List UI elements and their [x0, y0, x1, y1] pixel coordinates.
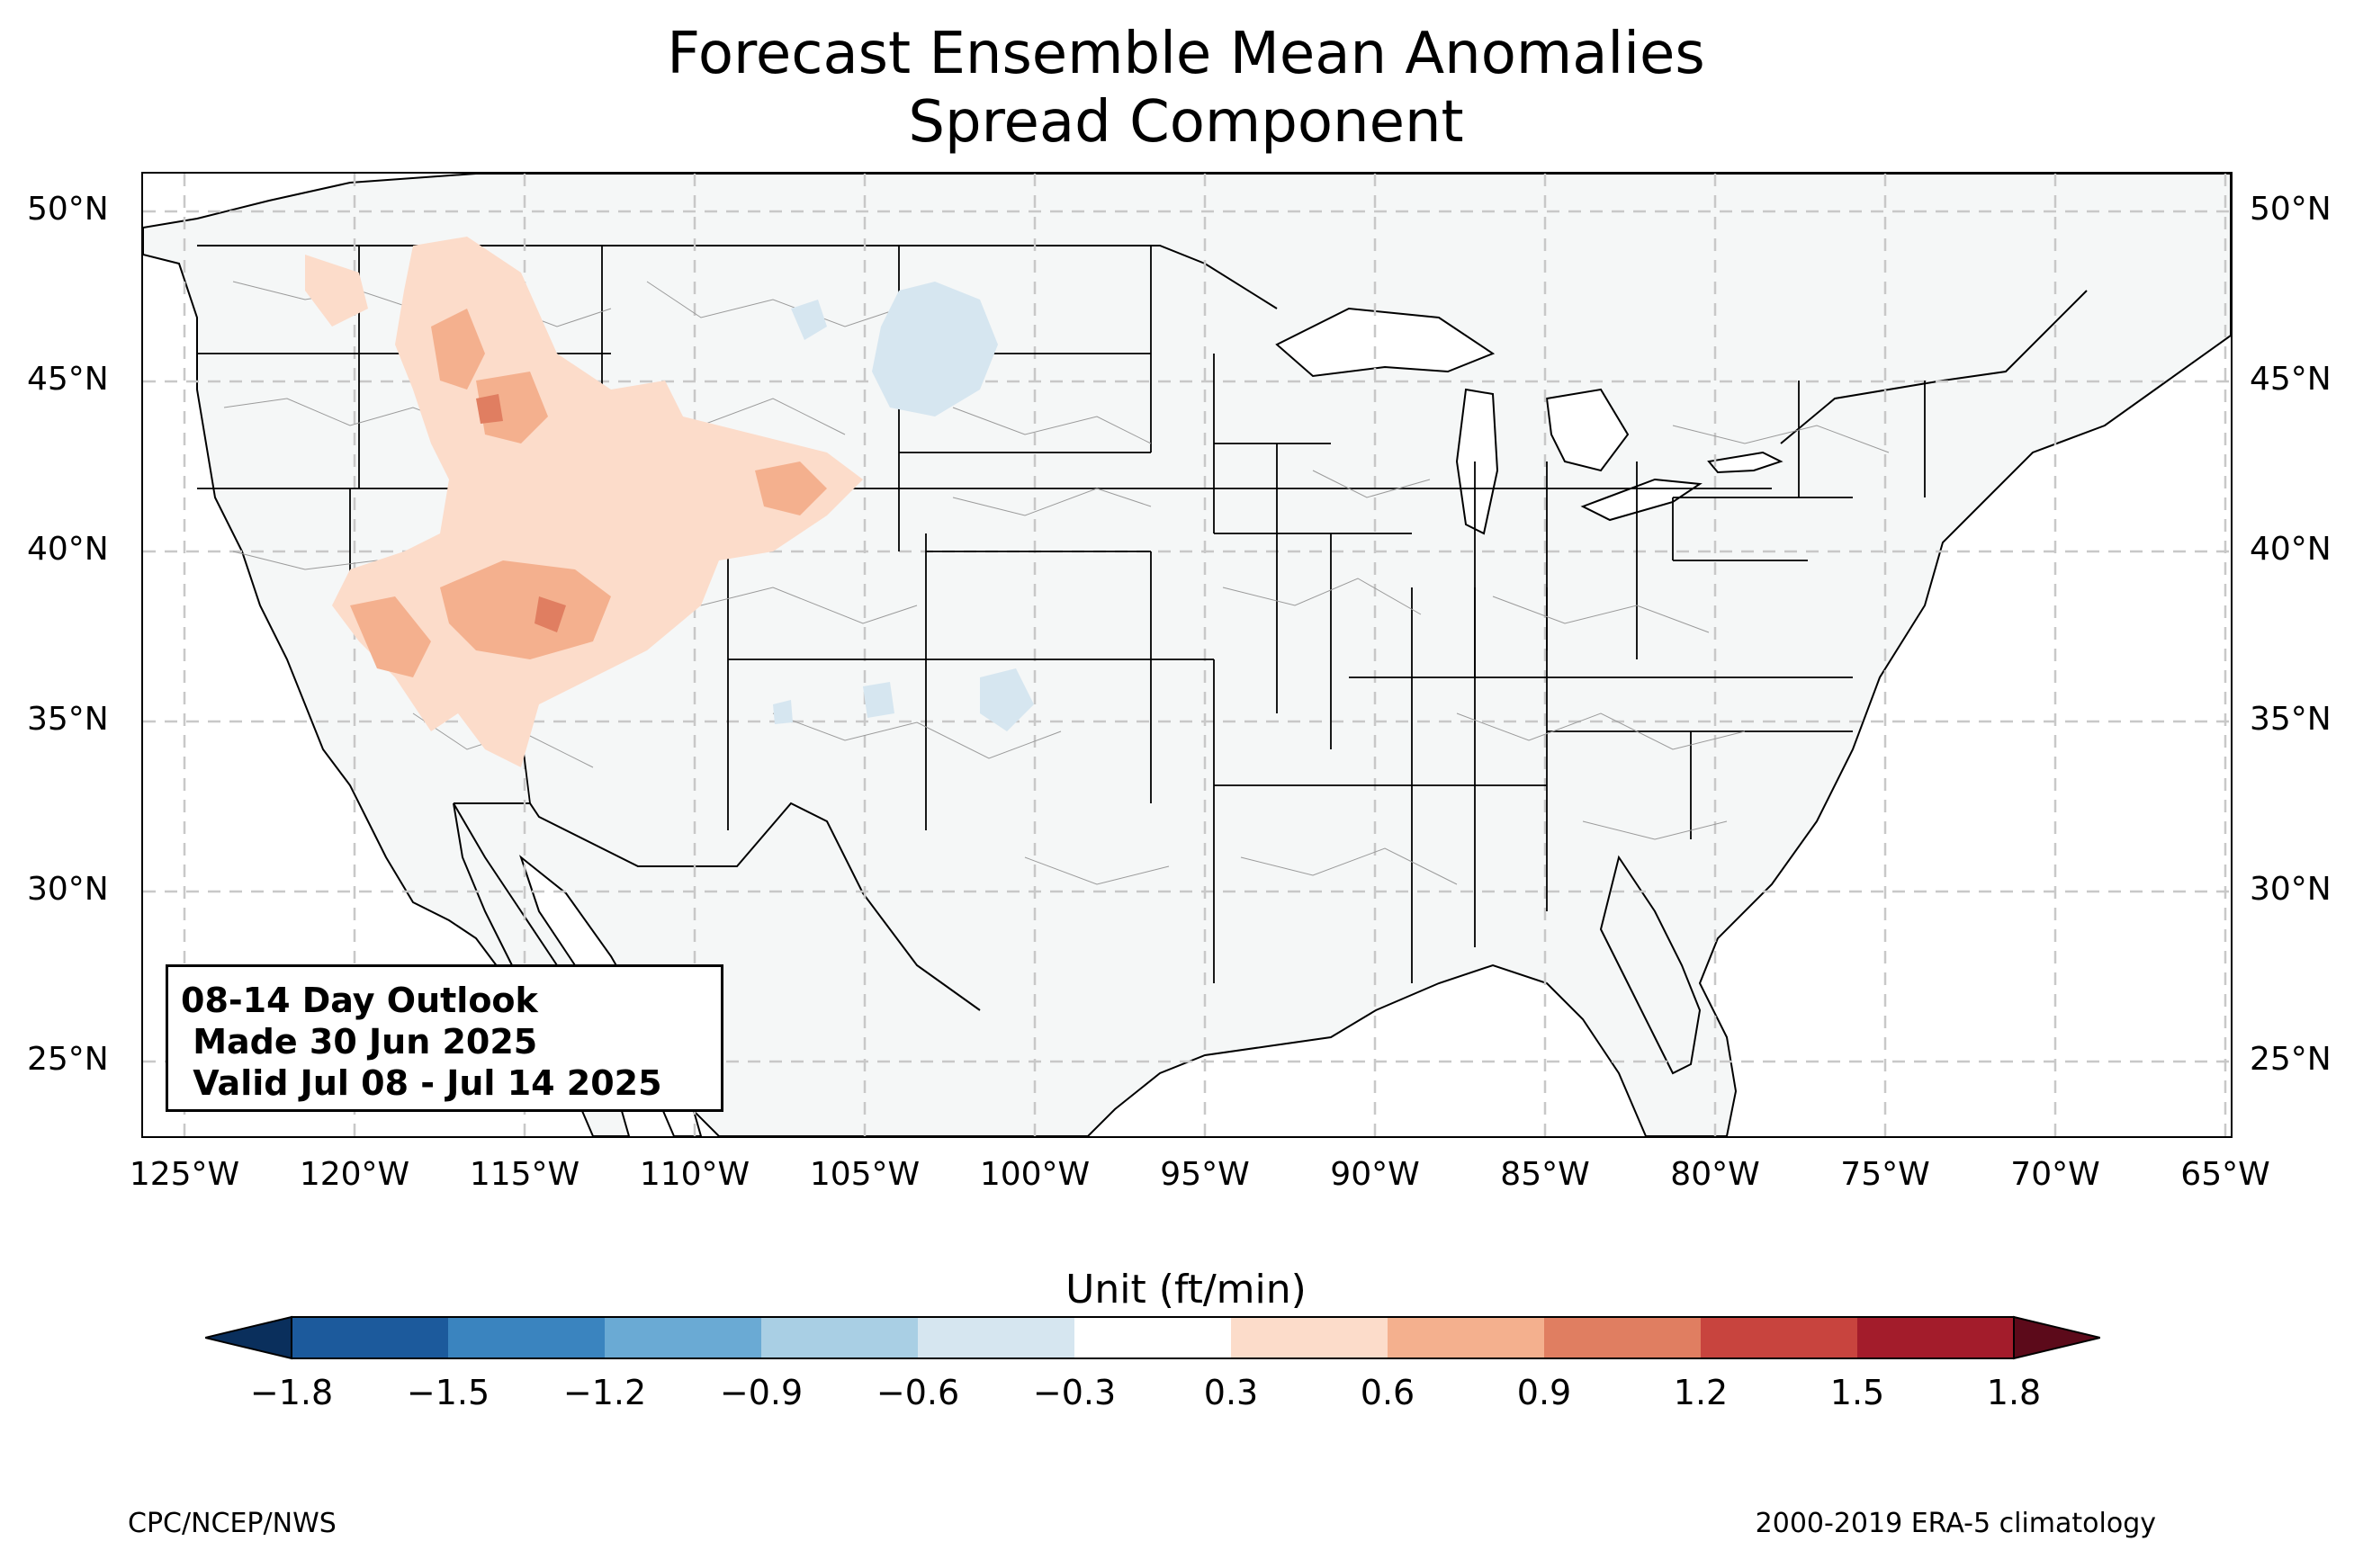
lat-label-right: 25°N: [2250, 1041, 2332, 1078]
colorbar-title: Unit (ft/min): [1065, 1267, 1307, 1313]
outlook-title: 08-14 Day Outlook: [181, 981, 538, 1020]
lat-label-right: 50°N: [2250, 191, 2332, 228]
lon-label: 75°W: [1840, 1156, 1930, 1193]
colorbar-over-arrow: [2013, 1315, 2100, 1360]
map-title: Forecast Ensemble Mean Anomalies: [667, 21, 1705, 87]
florida: [1599, 855, 1702, 1075]
colorbar-segments: [292, 1317, 2015, 1358]
colorbar-under-arrow: [205, 1315, 292, 1360]
colorbar-tick-label: 1.5: [1829, 1373, 1885, 1412]
outlook-made-date: Made 30 Jun 2025: [181, 1022, 538, 1062]
positive-anomalies: [305, 237, 863, 767]
map-subtitle: Spread Component: [908, 89, 1464, 156]
lat-label-right: 45°N: [2250, 361, 2332, 398]
lake-michigan: [1455, 388, 1499, 535]
lat-label-right: 40°N: [2250, 531, 2332, 568]
lon-label: 70°W: [2010, 1156, 2100, 1193]
outlook-info-box: 08-14 Day Outlook Made 30 Jun 2025 Valid…: [166, 964, 723, 1112]
colorbar-segment: [761, 1317, 919, 1358]
lat-label-left: 25°N: [27, 1041, 109, 1078]
colorbar-tick-label: 0.6: [1360, 1373, 1415, 1412]
lat-label-left: 35°N: [27, 701, 109, 738]
lat-label-right: 30°N: [2250, 871, 2332, 908]
lon-label: 125°W: [129, 1156, 240, 1193]
colorbar-segment: [1074, 1317, 1232, 1358]
colorbar-tick-label: −1.5: [406, 1373, 490, 1412]
colorbar-tick-label: −0.6: [876, 1373, 960, 1412]
lake-superior: [1275, 307, 1496, 378]
canada-border-east: [1780, 290, 2088, 444]
lon-label: 80°W: [1670, 1156, 1760, 1193]
colorbar-tick-label: 1.2: [1673, 1373, 1729, 1412]
lat-label-left: 45°N: [27, 361, 109, 398]
colorbar-segment: [292, 1317, 449, 1358]
colorbar-tick-label: −1.8: [249, 1373, 334, 1412]
lon-label: 115°W: [469, 1156, 580, 1193]
lon-label: 105°W: [809, 1156, 921, 1193]
colorbar-segment: [918, 1317, 1075, 1358]
lake-erie: [1580, 478, 1703, 522]
outlook-valid-range: Valid Jul 08 - Jul 14 2025: [181, 1063, 662, 1103]
colorbar: [205, 1315, 2100, 1360]
colorbar-tick-label: −1.2: [562, 1373, 647, 1412]
colorbar-segment: [1544, 1317, 1702, 1358]
lon-label: 120°W: [299, 1156, 410, 1193]
colorbar-segment: [1701, 1317, 1858, 1358]
footer-source: CPC/NCEP/NWS: [128, 1508, 337, 1539]
colorbar-segment: [1857, 1317, 2015, 1358]
lake-ontario: [1707, 451, 1783, 474]
colorbar-tick-label: −0.3: [1032, 1373, 1117, 1412]
colorbar-segment: [448, 1317, 606, 1358]
lon-label: 90°W: [1330, 1156, 1420, 1193]
colorbar-segment: [605, 1317, 762, 1358]
colorbar-segment: [1231, 1317, 1388, 1358]
colorbar-tick-label: 1.8: [1986, 1373, 2042, 1412]
lon-label: 95°W: [1160, 1156, 1250, 1193]
lon-label: 65°W: [2180, 1156, 2270, 1193]
lat-label-left: 50°N: [27, 191, 109, 228]
negative-anomalies: [773, 282, 1034, 731]
canada-border: [197, 245, 1278, 309]
lake-huron: [1545, 388, 1630, 472]
lon-label: 100°W: [979, 1156, 1091, 1193]
state-borders: [197, 246, 1926, 983]
lon-label: 110°W: [639, 1156, 750, 1193]
colorbar-tick-label: 0.9: [1516, 1373, 1572, 1412]
mexico-border: [454, 802, 981, 1011]
colorbar-outline: [291, 1316, 2015, 1359]
colorbar-tick-label: −0.9: [719, 1373, 804, 1412]
lat-label-left: 40°N: [27, 531, 109, 568]
colorbar-segment: [1388, 1317, 1545, 1358]
footer-climatology: 2000-2019 ERA-5 climatology: [1755, 1508, 2156, 1539]
lon-label: 85°W: [1500, 1156, 1590, 1193]
lat-label-left: 30°N: [27, 871, 109, 908]
colorbar-tick-label: 0.3: [1203, 1373, 1259, 1412]
lat-label-right: 35°N: [2250, 701, 2332, 738]
